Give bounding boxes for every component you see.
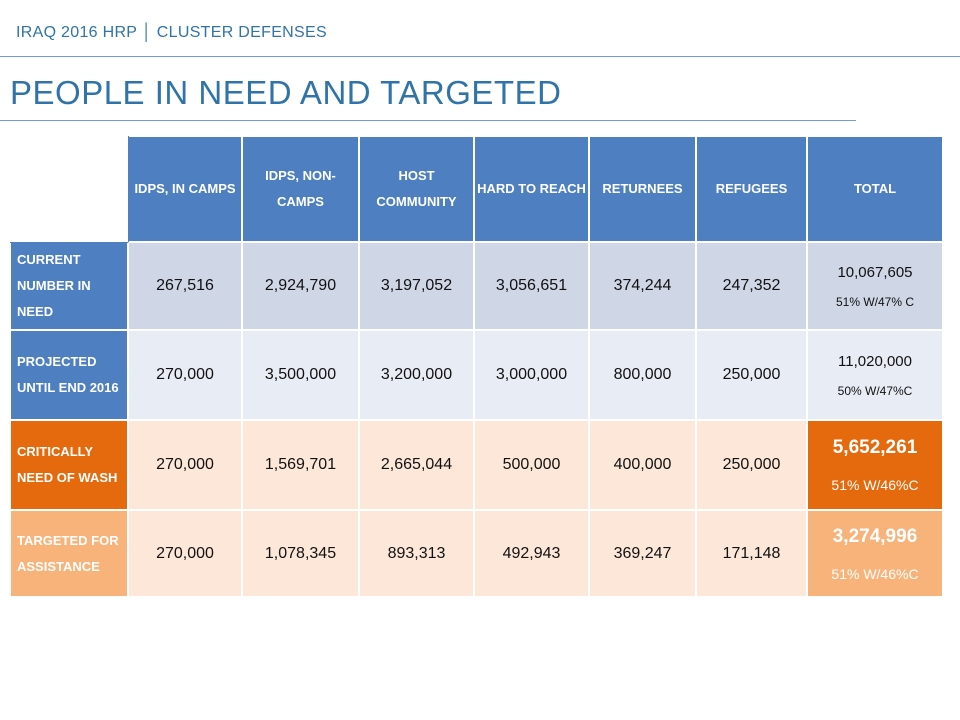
table-cell: 492,943 — [473, 509, 590, 598]
table-cell: 1,078,345 — [241, 509, 360, 598]
table-row: PROJECTED UNTIL END 2016 270,000 3,500,0… — [9, 329, 944, 421]
column-header: RETURNEES — [588, 135, 697, 243]
table-cell: 2,665,044 — [358, 419, 475, 511]
table-cell: 800,000 — [588, 329, 697, 421]
table-cell: 2,924,790 — [241, 241, 360, 331]
table-row: CURRENT NUMBER IN NEED 267,516 2,924,790… — [9, 241, 944, 331]
table-cell: 893,313 — [358, 509, 475, 598]
table-cell: 3,197,052 — [358, 241, 475, 331]
table-cell: 3,000,000 — [473, 329, 590, 421]
total-breakdown: 51% W/46%C — [831, 565, 919, 582]
table-row: CRITICALLY NEED OF WASH 270,000 1,569,70… — [9, 419, 944, 511]
column-header: IDPS, IN CAMPS — [127, 135, 243, 243]
column-header: IDPS, NON-CAMPS — [241, 135, 360, 243]
table-cell: 1,569,701 — [241, 419, 360, 511]
column-header: TOTAL — [806, 135, 944, 243]
column-header: REFUGEES — [695, 135, 808, 243]
table-cell: 374,244 — [588, 241, 697, 331]
total-value: 3,274,996 — [832, 525, 918, 547]
total-breakdown: 50% W/47%C — [837, 383, 913, 398]
total-breakdown: 51% W/46%C — [831, 477, 919, 493]
total-value: 11,020,000 — [838, 352, 912, 370]
total-breakdown: 51% W/47% C — [835, 294, 915, 309]
table-cell: 250,000 — [695, 419, 808, 511]
total-value: 5,652,261 — [832, 437, 918, 458]
table-cell: 3,200,000 — [358, 329, 475, 421]
people-in-need-table: IDPS, IN CAMPS IDPS, NON-CAMPS HOST COMM… — [9, 135, 944, 598]
header-divider — [0, 56, 960, 57]
table-cell: 171,148 — [695, 509, 808, 598]
table-cell: 270,000 — [127, 329, 243, 421]
slide-header: IRAQ 2016 HRP │ CLUSTER DEFENSES — [0, 0, 960, 57]
table-cell: 369,247 — [588, 509, 697, 598]
total-cell: 11,020,000 50% W/47%C — [806, 329, 944, 421]
table-cell: 270,000 — [127, 419, 243, 511]
table-header-row: IDPS, IN CAMPS IDPS, NON-CAMPS HOST COMM… — [10, 135, 944, 243]
column-header: HARD TO REACH — [473, 135, 590, 243]
table-cell: 267,516 — [127, 241, 243, 331]
table-cell: 270,000 — [127, 509, 243, 598]
page-title: PEOPLE IN NEED AND TARGETED — [10, 74, 562, 111]
total-cell: 3,274,996 51% W/46%C — [806, 509, 944, 598]
column-header: HOST COMMUNITY — [358, 135, 475, 243]
table-row: TARGETED FOR ASSISTANCE 270,000 1,078,34… — [9, 509, 944, 598]
total-cell: 5,652,261 51% W/46%C — [806, 419, 944, 511]
table-cell: 247,352 — [695, 241, 808, 331]
table-cell: 400,000 — [588, 419, 697, 511]
row-header: TARGETED FOR ASSISTANCE — [9, 509, 129, 598]
table-cell: 250,000 — [695, 329, 808, 421]
row-header: PROJECTED UNTIL END 2016 — [9, 329, 129, 421]
table-corner — [10, 136, 128, 242]
table-cell: 3,500,000 — [241, 329, 360, 421]
title-divider — [0, 120, 856, 121]
table-cell: 3,056,651 — [473, 241, 590, 331]
slide-header-title: IRAQ 2016 HRP │ CLUSTER DEFENSES — [16, 24, 327, 41]
table-cell: 500,000 — [473, 419, 590, 511]
total-value: 10,067,605 — [837, 263, 913, 281]
row-header: CRITICALLY NEED OF WASH — [9, 419, 129, 511]
total-cell: 10,067,605 51% W/47% C — [806, 241, 944, 331]
row-header: CURRENT NUMBER IN NEED — [9, 241, 129, 331]
